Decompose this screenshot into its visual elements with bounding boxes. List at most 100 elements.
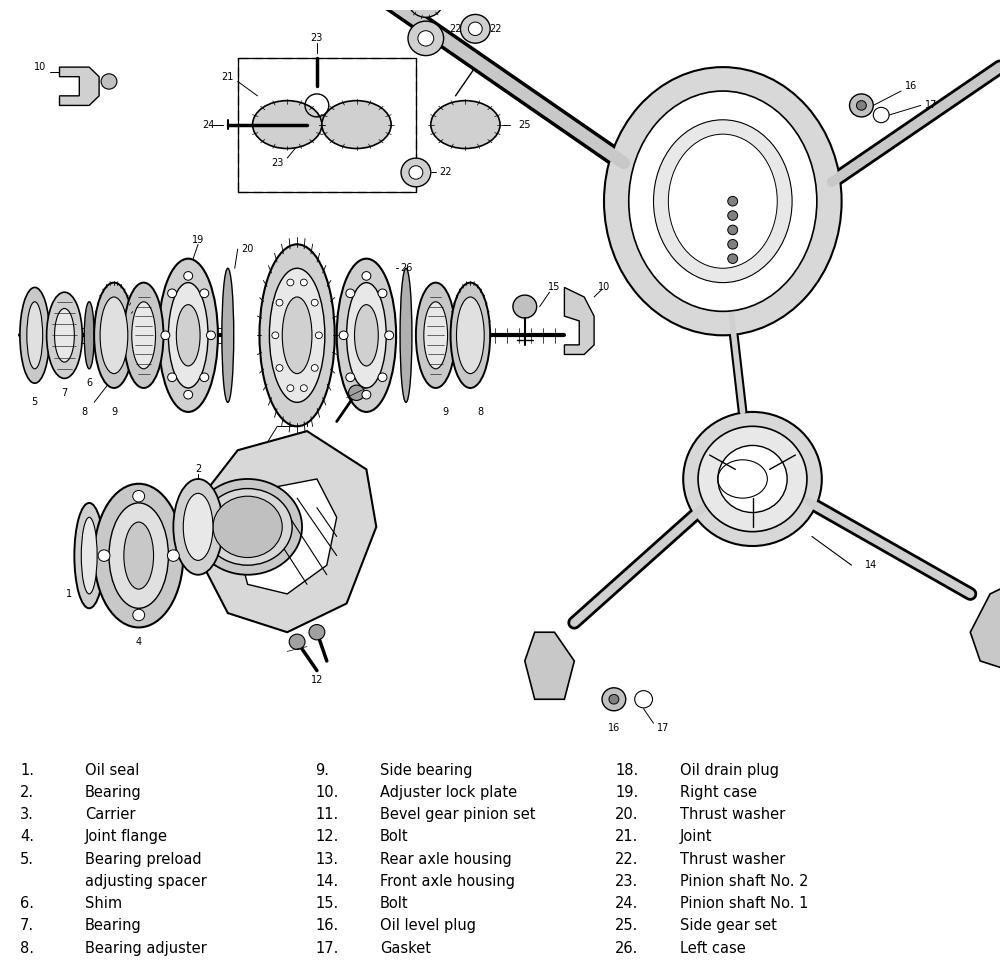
Text: Thrust washer: Thrust washer bbox=[680, 807, 785, 822]
Text: 25: 25 bbox=[519, 120, 531, 129]
Circle shape bbox=[850, 94, 873, 117]
Ellipse shape bbox=[81, 518, 97, 594]
Polygon shape bbox=[564, 287, 594, 355]
Circle shape bbox=[161, 331, 170, 339]
Ellipse shape bbox=[55, 308, 74, 362]
Circle shape bbox=[513, 295, 537, 318]
Circle shape bbox=[315, 332, 322, 338]
Ellipse shape bbox=[424, 302, 448, 369]
Circle shape bbox=[184, 390, 193, 399]
Text: 24: 24 bbox=[202, 120, 214, 129]
Circle shape bbox=[200, 289, 209, 298]
Text: Joint: Joint bbox=[680, 829, 712, 844]
Ellipse shape bbox=[158, 258, 218, 412]
Text: 1.: 1. bbox=[20, 763, 34, 778]
Text: 3.: 3. bbox=[20, 807, 34, 822]
Text: 26.: 26. bbox=[615, 941, 638, 955]
Text: 6.: 6. bbox=[20, 897, 34, 911]
Ellipse shape bbox=[213, 496, 282, 557]
Circle shape bbox=[378, 373, 387, 382]
Circle shape bbox=[728, 211, 738, 221]
Text: Carrier: Carrier bbox=[85, 807, 136, 822]
Circle shape bbox=[460, 14, 490, 43]
Ellipse shape bbox=[183, 494, 213, 560]
Text: 22: 22 bbox=[489, 24, 501, 34]
Text: 10: 10 bbox=[598, 282, 610, 292]
Text: Adjuster lock plate: Adjuster lock plate bbox=[380, 785, 517, 800]
Text: Oil drain plug: Oil drain plug bbox=[680, 763, 779, 778]
Text: Oil level plug: Oil level plug bbox=[380, 919, 476, 933]
Ellipse shape bbox=[168, 282, 208, 388]
Text: 25.: 25. bbox=[615, 919, 638, 933]
Ellipse shape bbox=[259, 244, 335, 426]
Circle shape bbox=[276, 299, 283, 306]
Text: 20.: 20. bbox=[615, 807, 639, 822]
Text: 9: 9 bbox=[443, 407, 449, 416]
Text: 23: 23 bbox=[271, 158, 283, 168]
Polygon shape bbox=[198, 431, 376, 632]
Text: Bolt: Bolt bbox=[380, 897, 409, 911]
Ellipse shape bbox=[203, 489, 292, 565]
Text: 8: 8 bbox=[477, 407, 483, 416]
Text: 10: 10 bbox=[34, 62, 46, 72]
Circle shape bbox=[98, 549, 110, 561]
Circle shape bbox=[168, 289, 177, 298]
Ellipse shape bbox=[47, 292, 82, 379]
Ellipse shape bbox=[698, 426, 807, 532]
Text: 6: 6 bbox=[86, 378, 92, 388]
Circle shape bbox=[418, 31, 434, 46]
Text: Pinion shaft No. 1: Pinion shaft No. 1 bbox=[680, 897, 808, 911]
Circle shape bbox=[168, 373, 177, 382]
Circle shape bbox=[408, 0, 444, 17]
Text: Bearing: Bearing bbox=[85, 785, 142, 800]
Ellipse shape bbox=[416, 282, 456, 388]
Ellipse shape bbox=[431, 100, 500, 148]
Circle shape bbox=[708, 206, 738, 234]
Text: 8: 8 bbox=[81, 407, 87, 416]
Ellipse shape bbox=[604, 67, 842, 335]
Text: Thrust washer: Thrust washer bbox=[680, 851, 785, 867]
Text: 2.: 2. bbox=[20, 785, 34, 800]
Text: Bearing adjuster: Bearing adjuster bbox=[85, 941, 207, 955]
Ellipse shape bbox=[337, 258, 396, 412]
Ellipse shape bbox=[27, 302, 43, 369]
Ellipse shape bbox=[347, 282, 386, 388]
Text: 26: 26 bbox=[400, 263, 412, 273]
Ellipse shape bbox=[668, 134, 777, 268]
Text: 19: 19 bbox=[192, 234, 204, 245]
Circle shape bbox=[167, 549, 179, 561]
Ellipse shape bbox=[132, 302, 156, 369]
Text: 16: 16 bbox=[905, 81, 917, 92]
Circle shape bbox=[385, 331, 394, 339]
Text: 23.: 23. bbox=[615, 873, 638, 889]
Ellipse shape bbox=[654, 120, 792, 282]
Circle shape bbox=[339, 331, 348, 339]
Circle shape bbox=[698, 197, 748, 244]
Text: 11.: 11. bbox=[315, 807, 338, 822]
Text: 21.: 21. bbox=[615, 829, 638, 844]
Text: 2: 2 bbox=[195, 465, 201, 474]
Circle shape bbox=[200, 373, 209, 382]
Text: 3: 3 bbox=[304, 397, 310, 408]
Circle shape bbox=[287, 385, 294, 391]
Circle shape bbox=[728, 197, 738, 206]
Text: 19.: 19. bbox=[615, 785, 638, 800]
Text: 22: 22 bbox=[449, 24, 462, 34]
Text: 17: 17 bbox=[657, 723, 670, 733]
Circle shape bbox=[602, 687, 626, 710]
Text: 22.: 22. bbox=[615, 851, 639, 867]
Text: 17.: 17. bbox=[315, 941, 338, 955]
Text: 16: 16 bbox=[608, 723, 620, 733]
Text: Bolt: Bolt bbox=[380, 829, 409, 844]
Text: 5.: 5. bbox=[20, 851, 34, 867]
Text: 7.: 7. bbox=[20, 919, 34, 933]
Text: 23: 23 bbox=[311, 34, 323, 43]
Text: 4.: 4. bbox=[20, 829, 34, 844]
Circle shape bbox=[362, 272, 371, 281]
Ellipse shape bbox=[173, 479, 223, 575]
Ellipse shape bbox=[94, 484, 183, 628]
Text: 12: 12 bbox=[311, 675, 323, 685]
Text: Joint flange: Joint flange bbox=[85, 829, 168, 844]
Ellipse shape bbox=[176, 305, 200, 366]
Text: adjusting spacer: adjusting spacer bbox=[85, 873, 207, 889]
